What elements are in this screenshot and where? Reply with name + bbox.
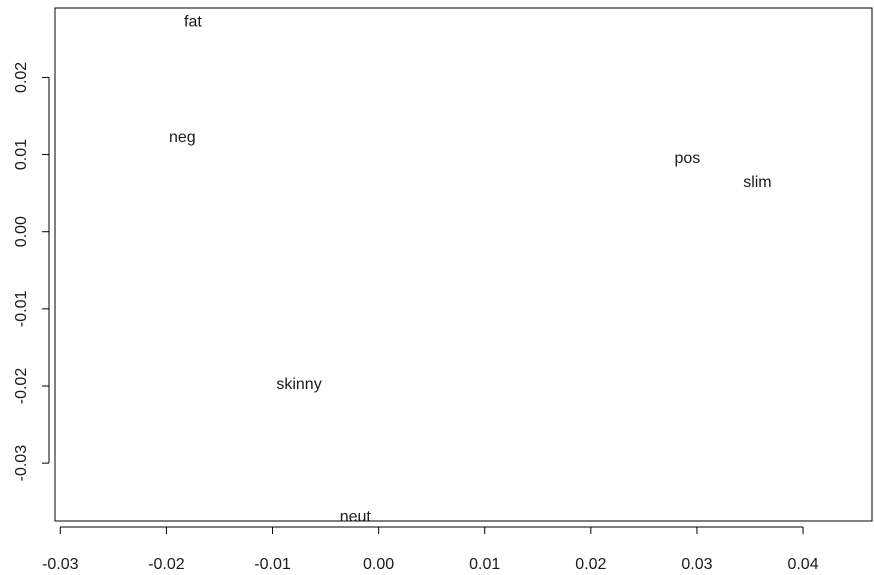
point-label-slim: slim <box>743 174 771 191</box>
y-tick-label: 0.01 <box>13 139 30 170</box>
y-tick-label: -0.02 <box>13 368 30 405</box>
point-label-pos: pos <box>674 150 700 167</box>
point-labels: fat neg pos slim skinny neut <box>169 13 772 525</box>
x-axis: -0.03 -0.02 -0.01 0.00 0.01 0.02 0.03 0.04 <box>42 526 819 573</box>
point-label-fat: fat <box>184 13 202 30</box>
plot-frame <box>54 7 873 522</box>
x-tick-label: 0.01 <box>469 556 500 573</box>
x-tick-label: -0.01 <box>254 556 291 573</box>
point-label-neg: neg <box>169 129 196 146</box>
x-tick-label: 0.00 <box>363 556 394 573</box>
x-tick-label: -0.02 <box>148 556 185 573</box>
y-axis: -0.03 -0.02 -0.01 0.00 0.01 0.02 <box>13 62 50 482</box>
point-label-skinny: skinny <box>276 376 321 393</box>
x-tick-label: 0.04 <box>787 556 818 573</box>
y-tick-label: 0.02 <box>13 62 30 93</box>
y-tick-label: -0.01 <box>13 291 30 328</box>
x-tick-label: -0.03 <box>42 556 79 573</box>
x-tick-label: 0.03 <box>681 556 712 573</box>
y-tick-label: 0.00 <box>13 216 30 247</box>
x-tick-label: 0.02 <box>575 556 606 573</box>
point-label-neut: neut <box>340 509 372 526</box>
y-tick-label: -0.03 <box>13 445 30 482</box>
